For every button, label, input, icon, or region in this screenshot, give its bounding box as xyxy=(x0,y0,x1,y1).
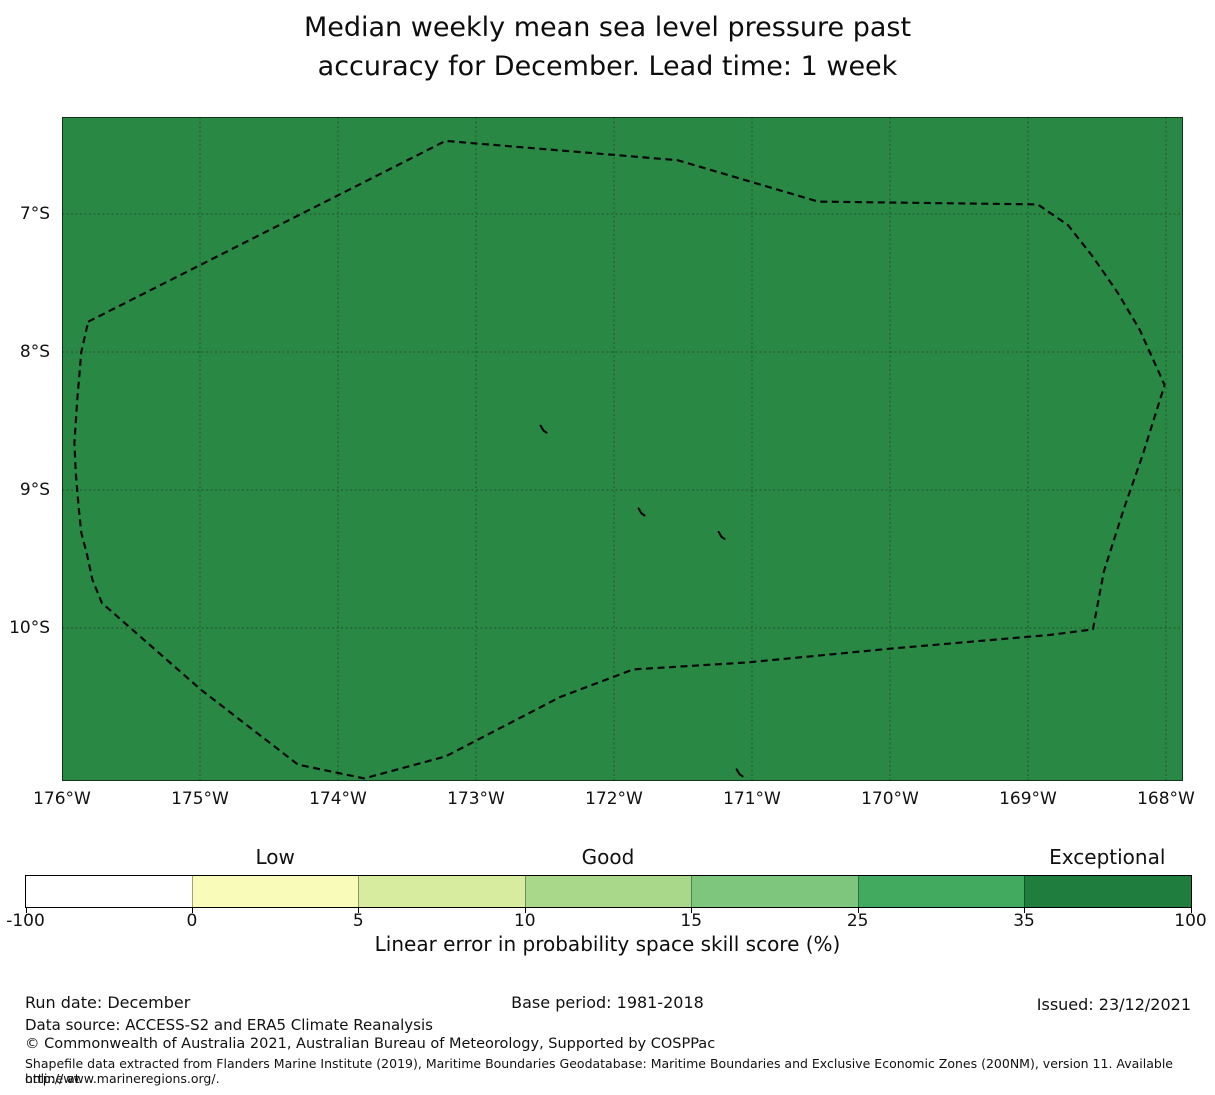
x-axis-tick-label: 175°W xyxy=(171,789,229,809)
colorbar-tick-label: -100 xyxy=(6,911,45,931)
x-axis-tick-label: 173°W xyxy=(447,789,505,809)
colorbar-tick-label: 10 xyxy=(513,911,536,931)
map-frame xyxy=(62,117,1183,781)
colorbar-category-label: Good xyxy=(581,845,635,869)
colorbar-segment xyxy=(691,876,858,907)
chart-title-line2: accuracy for December. Lead time: 1 week xyxy=(317,51,898,82)
base-period-text: Base period: 1981-2018 xyxy=(511,993,704,1012)
x-axis-tick-label: 170°W xyxy=(861,789,919,809)
issued-date-text: Issued: 23/12/2021 xyxy=(1036,995,1191,1014)
data-source-text: Data source: ACCESS-S2 and ERA5 Climate … xyxy=(25,1016,433,1034)
x-axis-tick-label: 171°W xyxy=(723,789,781,809)
x-axis-tick-label: 172°W xyxy=(585,789,643,809)
island-mark xyxy=(735,768,744,778)
island-mark xyxy=(717,530,726,540)
chart-title: Median weekly mean sea level pressure pa… xyxy=(0,8,1215,86)
island-mark xyxy=(637,507,646,517)
y-axis-tick-label: 8°S xyxy=(19,341,50,362)
y-axis-tick-label: 7°S xyxy=(19,203,50,224)
colorbar-segment xyxy=(358,876,525,907)
colorbar-tick-label: 35 xyxy=(1013,911,1035,931)
colorbar-segment xyxy=(857,876,1025,907)
colorbar-tick-label: 100 xyxy=(1174,911,1207,931)
colorbar-tick-mark xyxy=(524,908,526,913)
colorbar-caption: Linear error in probability space skill … xyxy=(374,932,841,956)
y-axis-tick-label: 10°S xyxy=(9,617,50,638)
map-area xyxy=(61,117,1183,781)
x-axis-tick-label: 169°W xyxy=(999,789,1057,809)
colorbar-tick-label: 15 xyxy=(680,911,703,931)
colorbar-segment xyxy=(191,876,359,907)
chart-title-line1: Median weekly mean sea level pressure pa… xyxy=(303,12,912,43)
colorbar-category-label: Exceptional xyxy=(1049,845,1166,869)
footer-row: Run date: December Base period: 1981-201… xyxy=(0,993,1215,1014)
colorbar-segment xyxy=(1024,876,1192,907)
colorbar-tick-label: 0 xyxy=(186,911,198,931)
map-canvas xyxy=(61,117,1183,781)
colorbar-tick-mark xyxy=(1190,908,1192,913)
colorbar-segment xyxy=(26,876,192,907)
colorbar-tick-label: 5 xyxy=(352,911,364,931)
shapefile-credit-line1: Shapefile data extracted from Flanders M… xyxy=(25,1056,1173,1086)
colorbar xyxy=(25,875,1192,908)
colorbar-tick-mark xyxy=(25,908,27,913)
island-mark xyxy=(539,424,548,434)
colorbar-tick-mark xyxy=(857,908,859,913)
colorbar-tick-mark xyxy=(691,908,693,913)
shapefile-credit-line2: http://www.marineregions.org/. xyxy=(25,1071,220,1086)
colorbar-category-label: Low xyxy=(255,845,295,869)
colorbar-tick-mark xyxy=(1024,908,1026,913)
y-axis-tick-label: 9°S xyxy=(19,479,50,500)
copyright-text: © Commonwealth of Australia 2021, Austra… xyxy=(25,1036,716,1052)
x-axis-tick-label: 174°W xyxy=(309,789,367,809)
map-fill xyxy=(62,117,1183,781)
run-date-text: Run date: December xyxy=(25,993,191,1012)
x-axis-tick-label: 168°W xyxy=(1137,789,1195,809)
colorbar-tick-label: 25 xyxy=(846,911,869,931)
colorbar-tick-mark xyxy=(358,908,360,913)
colorbar-tick-mark xyxy=(191,908,193,913)
x-axis-tick-label: 176°W xyxy=(33,789,91,809)
colorbar-segment xyxy=(524,876,692,907)
eez-boundary-line xyxy=(73,139,1166,780)
